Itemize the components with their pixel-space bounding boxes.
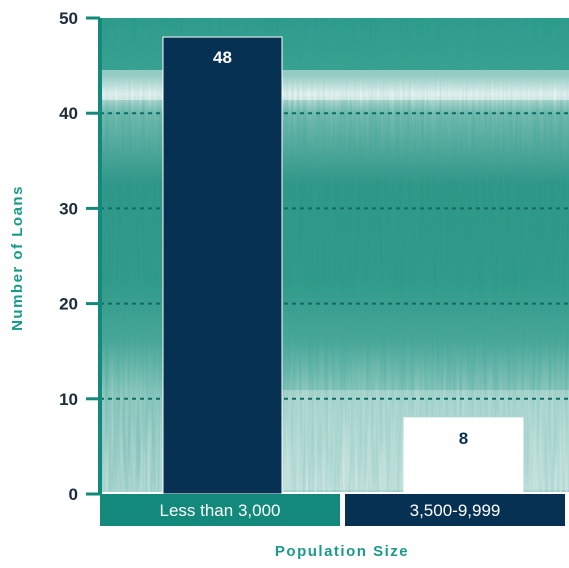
y-tick-label-30: 30 <box>59 199 78 218</box>
y-tick-label-0: 0 <box>69 485 78 504</box>
y-tick-label-20: 20 <box>59 295 78 314</box>
category-bands: Less than 3,000 3,500-9,999 <box>100 494 565 526</box>
y-tick-label-40: 40 <box>59 104 78 123</box>
x-tick-label-1: 3,500-9,999 <box>410 501 501 520</box>
y-tick-label-10: 10 <box>59 390 78 409</box>
x-axis-title: Population Size <box>275 543 409 560</box>
bar-0 <box>162 36 283 495</box>
y-axis-ticks: 0 10 20 30 40 50 <box>59 9 100 504</box>
bar-value-label-0: 48 <box>213 48 232 67</box>
category-band-0 <box>100 494 340 526</box>
gridlines <box>100 112 569 400</box>
category-band-1 <box>345 494 565 526</box>
bar-value-label-1: 8 <box>459 429 468 448</box>
y-tick-label-50: 50 <box>59 9 78 28</box>
x-tick-label-0: Less than 3,000 <box>160 501 281 520</box>
y-axis-title: Number of Loans <box>9 185 26 331</box>
